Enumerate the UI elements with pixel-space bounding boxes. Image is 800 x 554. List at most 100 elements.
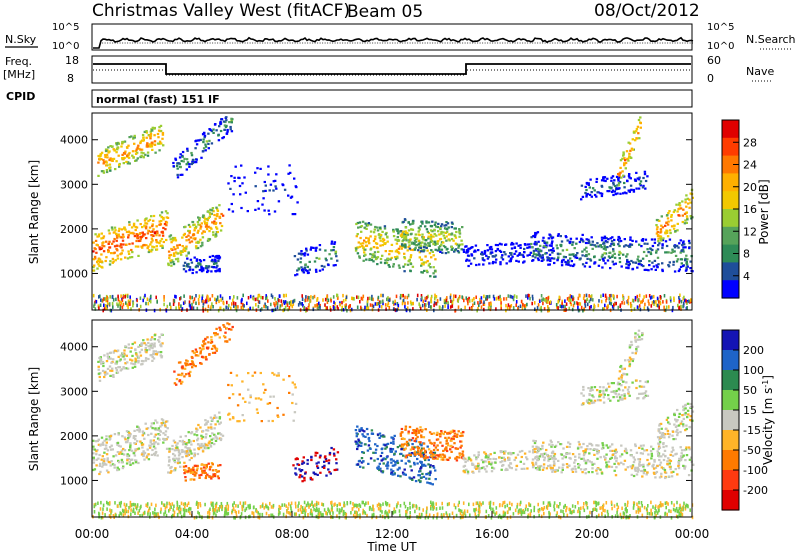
power-cell xyxy=(358,221,362,224)
power-cell xyxy=(400,236,404,239)
velocity-cell xyxy=(534,461,538,464)
power-cell xyxy=(564,304,566,309)
power-cell xyxy=(96,267,99,270)
velocity-cell xyxy=(642,465,645,468)
power-cell xyxy=(181,307,184,311)
velocity-cell xyxy=(114,362,117,365)
power-cell xyxy=(128,242,131,246)
power-cell xyxy=(620,265,623,268)
power-cell xyxy=(637,118,641,122)
power-cell xyxy=(259,167,262,170)
power-cell xyxy=(192,158,195,162)
velocity-cell xyxy=(448,456,451,459)
power-cell xyxy=(660,239,663,242)
velocity-cell xyxy=(556,469,559,472)
power-cell xyxy=(521,254,525,257)
power-cell xyxy=(419,304,421,308)
velocity-cell xyxy=(360,457,364,460)
power-cell xyxy=(404,263,407,266)
power-cell xyxy=(440,230,443,233)
power-cell xyxy=(656,256,660,259)
power-cell xyxy=(293,298,296,303)
power-cell xyxy=(376,302,378,306)
power-cell xyxy=(420,258,423,261)
power-cell xyxy=(535,249,538,252)
power-cell xyxy=(127,156,131,159)
power-cell xyxy=(100,298,103,303)
power-cell xyxy=(523,251,526,254)
colorbar-swatch xyxy=(722,155,739,174)
power-cell xyxy=(292,299,295,303)
power-cell xyxy=(677,303,679,308)
power-cell xyxy=(606,241,609,244)
power-cell xyxy=(360,230,363,233)
velocity-cell xyxy=(454,457,457,460)
power-cell xyxy=(101,244,104,247)
power-cell xyxy=(346,309,348,313)
power-cell xyxy=(682,304,684,309)
velocity-cell xyxy=(410,439,413,442)
power-cell xyxy=(111,294,114,299)
power-cell xyxy=(264,302,266,306)
velocity-cell xyxy=(411,443,414,446)
power-cell xyxy=(674,254,678,257)
power-cell xyxy=(318,257,321,260)
velocity-cell xyxy=(128,432,131,435)
power-cell xyxy=(689,215,692,218)
velocity-cell xyxy=(630,454,633,457)
velocity-cell xyxy=(646,464,650,467)
velocity-cell xyxy=(221,434,225,437)
power-cell xyxy=(433,223,437,226)
velocity-cell xyxy=(487,454,491,457)
power-cell xyxy=(498,249,502,252)
velocity-cell xyxy=(386,463,389,466)
power-cell xyxy=(149,243,152,246)
power-cell xyxy=(108,232,111,235)
velocity-cell xyxy=(216,475,220,478)
power-cell xyxy=(547,309,549,313)
power-cell xyxy=(254,297,257,302)
power-cell xyxy=(540,259,543,262)
power-cell xyxy=(403,270,406,273)
power-cell xyxy=(136,303,138,308)
power-cell xyxy=(689,192,692,195)
power-cell xyxy=(115,232,118,235)
velocity-cell xyxy=(205,429,208,432)
velocity-cell xyxy=(218,422,221,426)
power-cell xyxy=(440,232,443,235)
power-cell xyxy=(151,223,154,226)
power-cell xyxy=(97,154,100,158)
power-cell xyxy=(212,233,215,237)
power-cell xyxy=(639,259,642,262)
power-cell xyxy=(213,258,217,261)
power-cell xyxy=(102,250,106,253)
velocity-cell xyxy=(127,457,131,461)
power-cell xyxy=(137,144,140,147)
power-cell xyxy=(614,193,617,196)
power-cell xyxy=(485,297,487,301)
power-cell xyxy=(97,263,100,266)
power-cell xyxy=(102,162,105,165)
power-cell xyxy=(537,303,540,307)
velocity-cell xyxy=(147,341,150,345)
power-cell xyxy=(301,302,303,306)
velocity-cell xyxy=(179,361,182,364)
power-cell xyxy=(97,161,100,164)
power-cell xyxy=(113,149,117,152)
power-cell xyxy=(151,230,154,233)
power-cell xyxy=(127,234,130,237)
velocity-cell xyxy=(576,447,580,450)
power-cell xyxy=(411,222,414,225)
power-cell xyxy=(386,240,389,243)
power-cell xyxy=(551,240,554,243)
power-cell xyxy=(483,259,486,262)
power-cell xyxy=(618,187,621,190)
velocity-cell xyxy=(134,348,137,351)
power-cell xyxy=(644,187,647,190)
velocity-cell xyxy=(106,449,110,452)
power-cell xyxy=(341,305,343,310)
power-cell xyxy=(481,258,485,261)
velocity-cell xyxy=(317,461,320,464)
power-cell xyxy=(621,301,623,305)
power-cell xyxy=(498,242,502,245)
